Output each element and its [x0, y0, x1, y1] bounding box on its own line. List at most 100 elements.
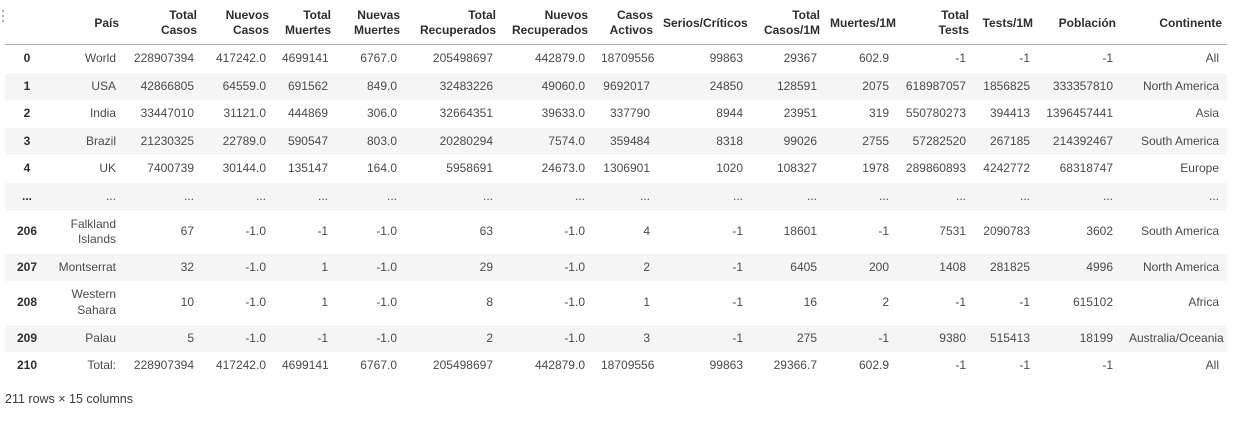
cell: -1.0 — [564, 295, 585, 310]
cell: -1 — [1019, 51, 1030, 65]
cell: 23951 — [783, 106, 817, 121]
cell: 32483226 — [439, 78, 493, 93]
cell: 8318 — [716, 133, 743, 148]
cell: 1978 — [862, 161, 889, 176]
table-header: País Total Casos Nuevos Casos Total Muertes… — [5, 2, 1227, 45]
cell: -1 — [1102, 51, 1113, 65]
cell: -1.0 — [564, 224, 585, 239]
cell: ... — [1102, 188, 1113, 203]
cell: 22789.0 — [222, 133, 266, 148]
row-index: 4 — [23, 161, 31, 176]
cell: 24850 — [709, 78, 743, 93]
column-header: Total Muertes — [274, 2, 336, 45]
column-header: Nuevos Recuperados — [501, 2, 593, 45]
column-header: Total Casos — [124, 2, 202, 45]
cell: 615102 — [1072, 295, 1113, 310]
cell: 1856825 — [983, 78, 1030, 93]
cell: 803.0 — [366, 133, 397, 148]
cell: 108327 — [776, 161, 817, 176]
cell: -1.0 — [245, 224, 266, 239]
cell: 67 — [180, 224, 194, 239]
cell: 33447010 — [140, 106, 194, 121]
cell: 394413 — [989, 106, 1030, 121]
cell: 289860893 — [905, 161, 966, 176]
row-index: ... — [21, 188, 32, 203]
cell: -1.0 — [245, 259, 266, 274]
row-index: 210 — [16, 358, 38, 373]
table-row: 3 Brazil 21230325 22789.0 590547 803.0 2028029… — [5, 127, 1227, 156]
column-header: Nuevas Muertes — [336, 2, 405, 45]
cell: 20280294 — [439, 133, 493, 148]
cell: -1 — [317, 330, 328, 345]
cell: 9692017 — [603, 78, 650, 93]
cell: 333357810 — [1052, 78, 1113, 93]
cell: 3602 — [1086, 224, 1113, 239]
cell: -1 — [732, 295, 743, 310]
header-row: País Total Casos Nuevos Casos Total Muertes… — [5, 2, 1227, 45]
cell: All — [1205, 358, 1219, 373]
cell: 1020 — [716, 161, 743, 176]
column-header: Nuevos Casos — [202, 2, 274, 45]
column-header: Casos Activos — [593, 2, 658, 45]
cell: 49060.0 — [541, 78, 585, 93]
cell: -1.0 — [376, 330, 397, 345]
cell: 135147 — [287, 161, 328, 176]
cell: ... — [878, 188, 889, 203]
cell: 590547 — [287, 133, 328, 148]
cell: 39633.0 — [541, 106, 585, 121]
cell: 3 — [643, 330, 650, 345]
cell: 359484 — [609, 133, 650, 148]
cell: 228907394 — [133, 51, 194, 65]
cell: UK — [99, 161, 116, 176]
cell: 306.0 — [366, 106, 397, 121]
row-index: 206 — [16, 224, 38, 239]
row-index: 3 — [23, 133, 31, 148]
gutter-dot — [2, 15, 4, 17]
table-row: 0 World 228907394 417242.0 4699141 6767.0 2054… — [5, 45, 1227, 73]
cell: 99026 — [783, 133, 817, 148]
cell: -1 — [955, 358, 966, 373]
cell: Total: — [87, 358, 116, 373]
cell: 550780273 — [905, 106, 966, 121]
cell: -1 — [732, 224, 743, 239]
cell: -1 — [317, 224, 328, 239]
table-row: ........................................… — [5, 182, 1227, 211]
cell: 31121.0 — [223, 106, 267, 121]
cell: 9380 — [939, 330, 966, 345]
column-header: Tests/1M — [974, 2, 1038, 45]
cell: 205498697 — [432, 358, 493, 373]
cell: -1.0 — [564, 330, 585, 345]
cell: 24673.0 — [541, 161, 585, 176]
cell: 205498697 — [432, 51, 493, 65]
cell: 1306901 — [603, 161, 650, 176]
cell: North America — [1142, 78, 1219, 93]
column-header: Población — [1038, 2, 1121, 45]
cell: 6767.0 — [360, 51, 397, 65]
column-header: Serios/Críticos — [658, 2, 751, 45]
cell: ... — [574, 188, 585, 203]
cell: 57282520 — [912, 133, 966, 148]
cell: 417242.0 — [215, 358, 266, 373]
cell: ... — [732, 188, 743, 203]
cell: -1.0 — [376, 259, 397, 274]
cell: 63 — [479, 224, 493, 239]
notebook-output: País Total Casos Nuevos Casos Total Muertes… — [1, 2, 1227, 406]
cell: USA — [91, 78, 116, 93]
cell: 602.9 — [858, 51, 889, 65]
cell: 99863 — [709, 51, 743, 65]
row-index: 2 — [23, 106, 31, 121]
gutter-dot — [2, 20, 4, 22]
cell: ... — [955, 188, 966, 203]
row-index: 0 — [23, 51, 31, 65]
row-index: 207 — [16, 259, 38, 274]
table-row: 1 USA 42866805 64559.0 691562 849.0 32483226 49… — [5, 72, 1227, 101]
cell: 68318747 — [1059, 161, 1113, 176]
cell: 4699141 — [282, 358, 329, 373]
cell: -1.0 — [245, 330, 266, 345]
cell: 4 — [643, 224, 650, 239]
cell: 18199 — [1079, 330, 1113, 345]
vertical-ellipsis-icon[interactable] — [1, 10, 5, 22]
cell: 444869 — [287, 106, 328, 121]
cell: -1.0 — [564, 259, 585, 274]
cell: Falkland Islands — [70, 216, 116, 247]
